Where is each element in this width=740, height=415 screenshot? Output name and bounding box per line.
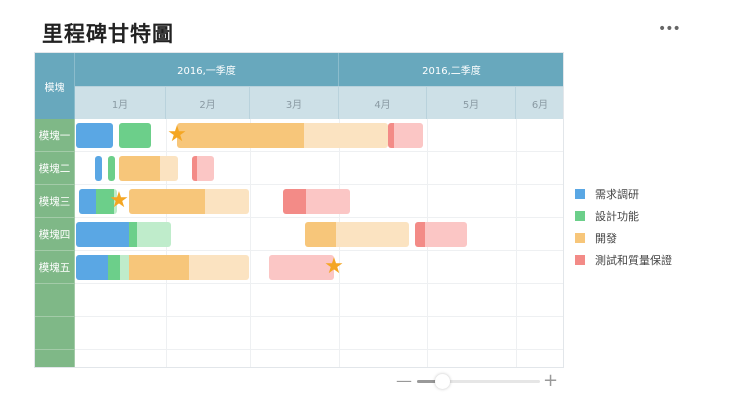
legend-label: 需求調研 xyxy=(595,188,639,201)
row-label: 模塊二 xyxy=(35,152,75,185)
task-bar[interactable] xyxy=(177,123,388,148)
grid-row-line xyxy=(75,184,563,185)
legend-swatch-icon xyxy=(575,255,585,265)
month-header: 2月 xyxy=(166,86,250,119)
month-header: 5月 xyxy=(427,86,516,119)
task-segment xyxy=(96,189,114,214)
task-segment xyxy=(283,189,306,214)
zoom-fill xyxy=(417,380,442,383)
grid-column-line xyxy=(250,119,251,367)
task-segment xyxy=(205,189,249,214)
task-segment xyxy=(269,255,334,280)
task-bar[interactable] xyxy=(95,156,102,181)
page-title: 里程碑甘特圖 xyxy=(42,22,174,46)
legend-swatch-icon xyxy=(575,189,585,199)
task-bar[interactable] xyxy=(76,123,113,148)
task-bar[interactable] xyxy=(79,189,117,214)
task-segment xyxy=(76,255,108,280)
row-label: 模塊四 xyxy=(35,218,75,251)
task-segment xyxy=(394,123,423,148)
task-segment xyxy=(137,222,171,247)
zoom-out-button[interactable]: — xyxy=(396,371,412,390)
row-label xyxy=(35,284,75,317)
task-segment xyxy=(177,123,304,148)
task-segment xyxy=(108,255,120,280)
legend-label: 開發 xyxy=(595,232,617,245)
gantt-chart: 模塊 2016,一季度 2016,二季度 1月 2月 3月 4月 5月 6月模塊一 模塊二 模塊三… xyxy=(34,52,564,368)
legend-item[interactable]: 設計功能 xyxy=(575,205,672,227)
grid-row-line xyxy=(75,349,563,350)
milestone-star-icon[interactable]: ★ xyxy=(167,122,187,147)
milestone-star-icon[interactable]: ★ xyxy=(109,188,129,213)
task-segment xyxy=(160,156,178,181)
task-bar[interactable] xyxy=(108,156,115,181)
grid-row-line xyxy=(75,151,563,152)
task-segment xyxy=(189,255,249,280)
legend-item[interactable]: 需求調研 xyxy=(575,183,672,205)
task-segment xyxy=(305,222,336,247)
legend-label: 測試和質量保證 xyxy=(595,254,672,267)
task-bar[interactable] xyxy=(388,123,423,148)
zoom-track[interactable] xyxy=(417,374,540,389)
task-segment xyxy=(306,189,350,214)
task-segment xyxy=(79,189,96,214)
module-column-header: 模塊 xyxy=(35,53,75,119)
task-segment xyxy=(192,156,197,181)
task-segment xyxy=(119,156,160,181)
legend-label: 設計功能 xyxy=(595,210,639,223)
task-bar[interactable] xyxy=(269,255,334,280)
row-label xyxy=(35,317,75,350)
task-segment xyxy=(95,156,102,181)
task-segment xyxy=(197,156,214,181)
task-segment xyxy=(129,222,137,247)
task-segment xyxy=(108,156,115,181)
task-bar[interactable] xyxy=(76,222,171,247)
task-segment xyxy=(129,189,205,214)
month-header: 1月 xyxy=(75,86,166,119)
task-bar[interactable] xyxy=(415,222,467,247)
row-label: 模塊一 xyxy=(35,119,75,152)
row-label: 模塊三 xyxy=(35,185,75,218)
row-label xyxy=(35,350,75,367)
grid-row-line xyxy=(75,283,563,284)
grid-column-line xyxy=(516,119,517,367)
task-segment xyxy=(425,222,467,247)
more-options-icon[interactable]: ••• xyxy=(658,21,681,37)
grid-row-line xyxy=(75,250,563,251)
task-bar[interactable] xyxy=(76,255,249,280)
grid-row-line xyxy=(75,316,563,317)
month-header: 3月 xyxy=(250,86,339,119)
task-segment xyxy=(119,123,151,148)
zoom-in-button[interactable]: + xyxy=(543,370,559,391)
row-label: 模塊五 xyxy=(35,251,75,284)
zoom-slider[interactable]: — + xyxy=(396,372,562,392)
zoom-thumb[interactable] xyxy=(434,374,450,389)
month-header: 4月 xyxy=(339,86,427,119)
month-header: 6月 xyxy=(516,86,563,119)
legend-item[interactable]: 測試和質量保證 xyxy=(575,249,672,271)
milestone-star-icon[interactable]: ★ xyxy=(324,254,344,279)
task-segment xyxy=(76,222,129,247)
task-bar[interactable] xyxy=(192,156,214,181)
legend: 需求調研設計功能開發測試和質量保證 xyxy=(575,183,672,271)
task-segment xyxy=(114,189,117,214)
quarter-header: 2016,二季度 xyxy=(339,53,563,86)
task-bar[interactable] xyxy=(119,156,178,181)
task-segment xyxy=(304,123,388,148)
grid-row-line xyxy=(75,217,563,218)
legend-item[interactable]: 開發 xyxy=(575,227,672,249)
task-segment xyxy=(129,255,189,280)
quarter-header: 2016,一季度 xyxy=(75,53,339,86)
task-segment xyxy=(336,222,409,247)
task-segment xyxy=(388,123,394,148)
task-segment xyxy=(415,222,425,247)
legend-swatch-icon xyxy=(575,211,585,221)
task-bar[interactable] xyxy=(283,189,350,214)
task-bar[interactable] xyxy=(305,222,409,247)
task-segment xyxy=(120,255,129,280)
task-bar[interactable] xyxy=(129,189,249,214)
task-segment xyxy=(76,123,113,148)
legend-swatch-icon xyxy=(575,233,585,243)
task-bar[interactable] xyxy=(119,123,151,148)
